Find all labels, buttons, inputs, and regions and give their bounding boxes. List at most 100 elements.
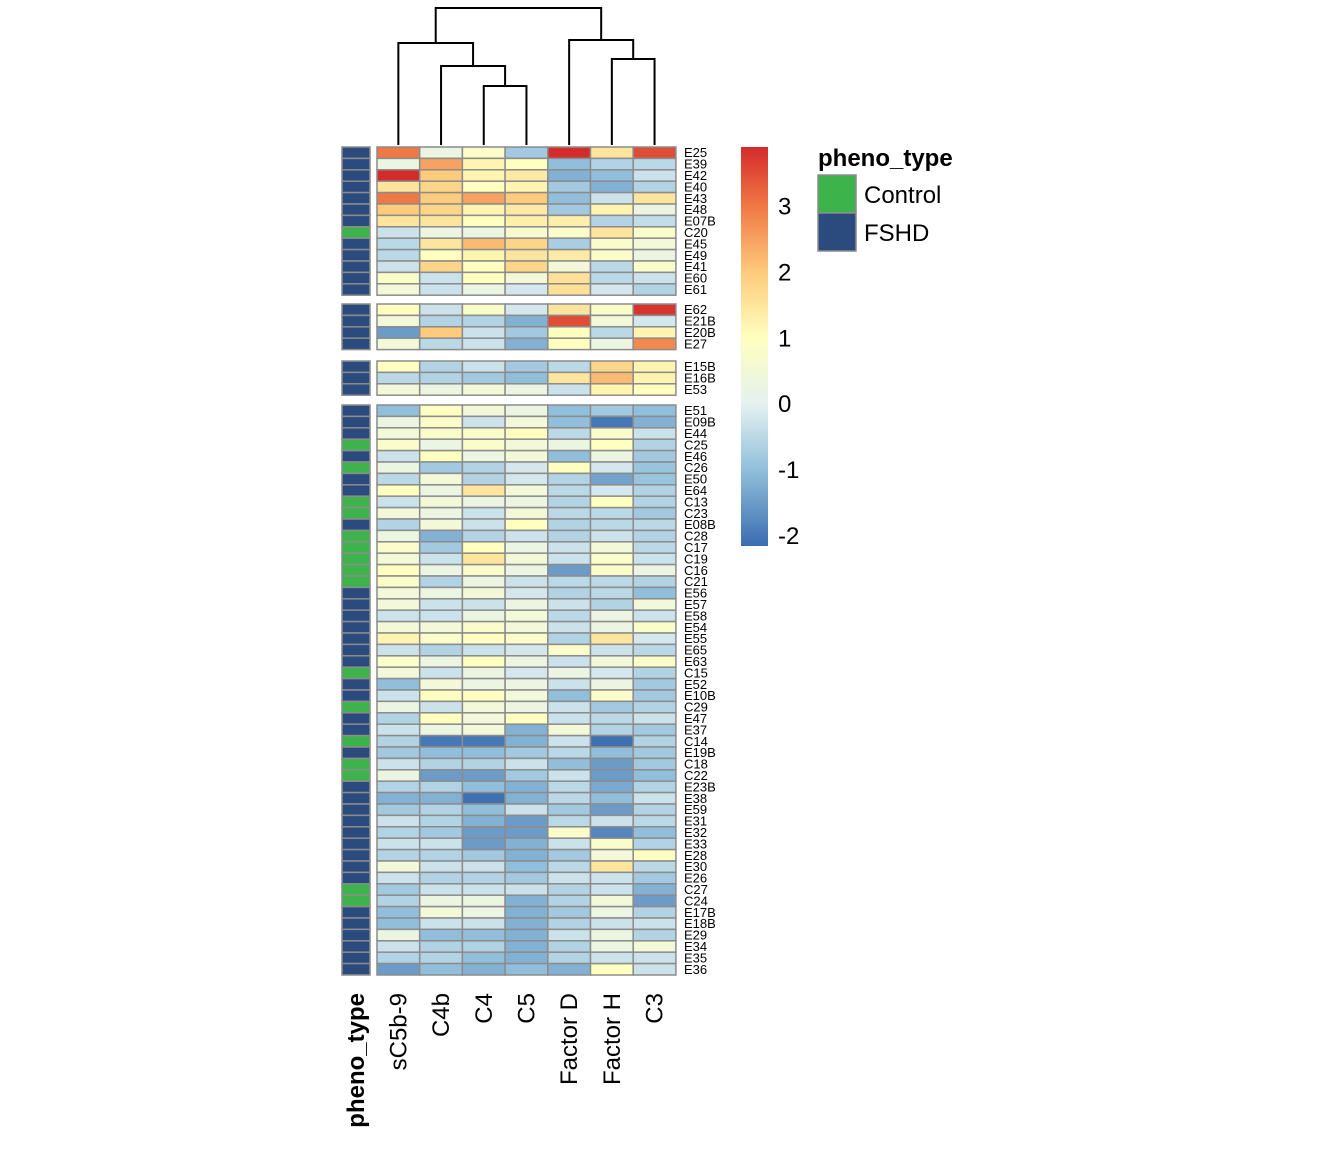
heatmap-cell <box>547 780 592 794</box>
heatmap-cell <box>632 326 677 339</box>
heatmap-cell <box>632 723 677 737</box>
heatmap-cell <box>589 169 634 182</box>
heatmap-cell <box>376 484 421 497</box>
column-dendrogram <box>397 7 656 145</box>
heatmap-cell <box>632 780 677 794</box>
row-label: C20 <box>684 225 708 240</box>
heatmap-cell <box>418 541 464 554</box>
annotation-cell <box>341 734 371 748</box>
annotation-cell <box>341 191 371 205</box>
heatmap-cell <box>547 191 592 205</box>
heatmap-cell <box>632 529 677 543</box>
heatmap-cell <box>589 326 634 339</box>
heatmap-cell <box>418 226 464 239</box>
heatmap-cell <box>418 180 464 194</box>
heatmap-cell <box>632 191 677 205</box>
heatmap-cell <box>589 484 634 497</box>
heatmap-cell <box>461 495 506 509</box>
heatmap-cell <box>418 214 464 228</box>
heatmap-cell <box>504 283 549 296</box>
heatmap-cell <box>632 438 677 452</box>
annotation-cell <box>341 871 371 885</box>
heatmap-cell <box>589 826 634 839</box>
heatmap-cell <box>632 337 677 351</box>
heatmap-cell <box>632 169 677 182</box>
annotation-cell <box>341 655 371 668</box>
heatmap-cell <box>418 563 464 577</box>
heatmap-cell <box>504 226 549 239</box>
annotation-cell <box>341 563 371 577</box>
heatmap-cell <box>632 506 677 520</box>
heatmap-cell <box>504 746 549 760</box>
row-label: C15 <box>684 665 708 680</box>
heatmap-cell <box>461 248 506 262</box>
heatmap-cell <box>376 894 421 908</box>
heatmap-cell <box>547 826 592 839</box>
heatmap-cell <box>504 260 549 274</box>
heatmap-cell <box>547 415 592 429</box>
heatmap-cell <box>547 337 592 351</box>
heatmap-cell <box>589 157 634 171</box>
heatmap-cell <box>504 337 549 351</box>
heatmap-cell <box>504 689 549 703</box>
heatmap-cell <box>418 248 464 262</box>
heatmap-cell <box>461 518 506 532</box>
heatmap-cell <box>376 180 421 194</box>
row-label: E39 <box>684 157 707 172</box>
heatmap-cell <box>376 371 421 385</box>
heatmap-cell <box>547 157 592 171</box>
dendrogram-branch <box>434 7 603 43</box>
heatmap-cell <box>418 438 464 452</box>
annotation-cell <box>341 712 371 725</box>
heatmap-cell <box>376 248 421 262</box>
heatmap-cell <box>418 894 464 908</box>
annotation-cell <box>341 951 371 965</box>
heatmap-cell <box>504 643 549 657</box>
heatmap-cell <box>461 541 506 554</box>
heatmap-cell <box>547 791 592 805</box>
heatmap-cell <box>418 677 464 691</box>
heatmap-cell <box>376 860 421 874</box>
heatmap-cell <box>504 734 549 748</box>
colorbar-tick-label: -1 <box>778 457 799 484</box>
heatmap-cell <box>461 529 506 543</box>
heatmap-cell <box>589 180 634 194</box>
legend-label: Control <box>864 182 941 209</box>
heatmap-cell <box>589 449 634 463</box>
heatmap-cell <box>547 677 592 691</box>
row-label: E62 <box>684 302 707 317</box>
heatmap-cell <box>461 689 506 703</box>
heatmap-cell <box>376 951 421 965</box>
heatmap-cell <box>461 203 506 217</box>
column-label: C3 <box>642 993 669 1024</box>
row-label: E33 <box>684 836 707 851</box>
heatmap-cell <box>632 917 677 931</box>
annotation-cell <box>341 723 371 737</box>
heatmap-cell <box>632 260 677 274</box>
row-label: E18B <box>684 916 716 931</box>
heatmap-cell <box>589 271 634 285</box>
heatmap-cell <box>376 655 421 668</box>
heatmap-cell <box>376 712 421 725</box>
heatmap-cell <box>418 860 464 874</box>
heatmap-cell <box>589 214 634 228</box>
heatmap-cell <box>632 928 677 942</box>
heatmap-cell <box>418 757 464 771</box>
row-label: C24 <box>684 893 708 908</box>
annotation-cell <box>341 905 371 919</box>
row-label: E07B <box>684 214 716 229</box>
heatmap-cell <box>632 643 677 657</box>
heatmap-cell <box>589 962 634 976</box>
heatmap-cell <box>418 260 464 274</box>
heatmap-cell <box>376 404 421 418</box>
heatmap-cell <box>547 894 592 908</box>
annotation-cell <box>341 337 371 351</box>
annotation-cell <box>341 226 371 239</box>
heatmap-cell <box>547 723 592 737</box>
annotation-cell <box>341 575 371 589</box>
row-label: E55 <box>684 631 707 646</box>
heatmap-cell <box>504 677 549 691</box>
heatmap-cell <box>461 157 506 171</box>
heatmap-cell <box>547 260 592 274</box>
row-label: E37 <box>684 722 707 737</box>
